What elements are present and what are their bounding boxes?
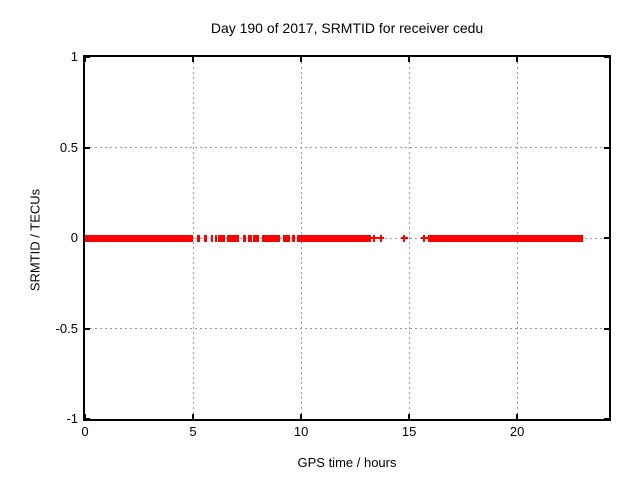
x-tick-mark bbox=[84, 414, 86, 419]
data-point-plus-marker bbox=[420, 234, 428, 242]
horizontal-gridline bbox=[85, 147, 609, 148]
y-tick-mark bbox=[604, 327, 609, 330]
x-tick-mark bbox=[300, 414, 303, 419]
data-segment bbox=[248, 234, 253, 242]
x-tick-label: 5 bbox=[189, 424, 197, 439]
data-segment bbox=[85, 234, 194, 242]
data-segment bbox=[218, 234, 225, 242]
data-segment bbox=[204, 234, 208, 242]
data-segment bbox=[261, 234, 281, 242]
data-segment bbox=[197, 234, 200, 242]
x-tick-mark bbox=[516, 414, 519, 419]
horizontal-gridline bbox=[85, 328, 609, 329]
x-tick-label: 0 bbox=[81, 424, 89, 439]
chart-title: Day 190 of 2017, SRMTID for receiver ced… bbox=[210, 20, 484, 36]
data-segment bbox=[226, 234, 240, 242]
data-segment bbox=[242, 234, 246, 242]
x-tick-mark bbox=[192, 414, 195, 419]
y-tick-label: 0.5 bbox=[59, 139, 78, 155]
x-tick-mark bbox=[300, 57, 303, 62]
y-tick-mark bbox=[604, 56, 609, 58]
x-tick-label: 20 bbox=[509, 424, 525, 439]
data-segment bbox=[428, 234, 584, 242]
x-tick-mark bbox=[408, 414, 411, 419]
x-tick-mark bbox=[516, 57, 519, 62]
y-tick-mark bbox=[85, 56, 90, 58]
y-tick-mark bbox=[604, 146, 609, 149]
x-tick-mark bbox=[192, 57, 195, 62]
data-segment bbox=[292, 234, 296, 242]
y-tick-mark bbox=[85, 146, 90, 149]
data-point-plus-marker bbox=[377, 234, 385, 242]
y-tick-label: -1 bbox=[66, 411, 78, 426]
y-tick-label: -0.5 bbox=[55, 320, 78, 336]
y-tick-mark bbox=[604, 418, 609, 420]
y-tick-mark bbox=[604, 237, 609, 239]
x-tick-label: 15 bbox=[401, 424, 417, 439]
x-tick-mark bbox=[84, 57, 86, 62]
y-tick-mark bbox=[85, 327, 90, 330]
y-tick-mark bbox=[85, 418, 90, 420]
plot-area bbox=[83, 55, 611, 421]
x-axis-label: GPS time / hours bbox=[297, 455, 397, 470]
data-point-plus-marker bbox=[400, 234, 408, 242]
x-tick-mark bbox=[408, 57, 411, 62]
data-segment bbox=[215, 234, 218, 242]
y-tick-label: 0 bbox=[70, 230, 78, 245]
y-tick-label: 1 bbox=[70, 49, 78, 64]
data-segment bbox=[253, 234, 260, 242]
x-tick-label: 10 bbox=[293, 424, 309, 439]
data-segment bbox=[210, 234, 214, 242]
data-segment bbox=[283, 234, 291, 242]
data-segment bbox=[296, 234, 372, 242]
data-point-plus-marker bbox=[370, 234, 378, 242]
